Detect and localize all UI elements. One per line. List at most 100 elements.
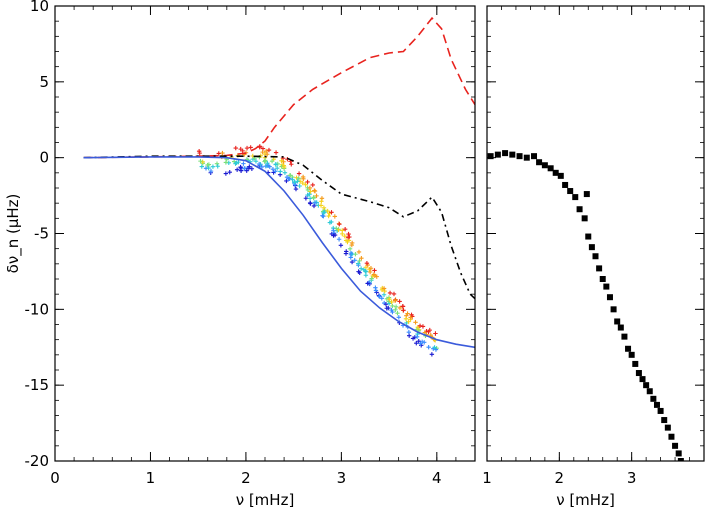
red-dashed-line: [83, 16, 475, 159]
y-tick-label: 0: [39, 149, 49, 167]
y-tick-label: -10: [25, 300, 50, 318]
band-point: [356, 249, 362, 255]
data-point: [635, 370, 642, 377]
band-point: [417, 323, 423, 328]
data-point: [585, 233, 592, 240]
band-point: [331, 233, 336, 238]
band-point: [381, 292, 387, 297]
data-point: [610, 306, 617, 313]
band-point: [416, 338, 421, 344]
band-point: [408, 315, 413, 320]
y-tick-label: -20: [25, 452, 50, 470]
band-point: [342, 227, 348, 232]
band-point: [296, 171, 302, 176]
band-point: [383, 302, 389, 307]
band-point: [433, 331, 438, 336]
right-plot-area: [487, 150, 684, 461]
band-point: [343, 251, 349, 256]
band-point: [223, 171, 229, 176]
band-point: [336, 237, 342, 242]
data-point: [650, 395, 657, 402]
data-point: [603, 283, 610, 290]
band-point: [264, 148, 269, 154]
band-point: [377, 294, 382, 299]
data-point: [523, 154, 530, 161]
band-point: [260, 149, 265, 155]
band-point: [266, 147, 272, 153]
band-point: [422, 340, 427, 345]
data-point: [643, 382, 650, 389]
band-point: [233, 145, 238, 151]
x-tick-label: 1: [146, 469, 156, 487]
data-point: [516, 153, 523, 160]
x-tick-label: 2: [555, 469, 565, 487]
band-point: [281, 164, 287, 170]
band-point: [287, 176, 292, 182]
band-point: [420, 324, 426, 329]
band-point: [414, 341, 419, 346]
band-point: [215, 164, 220, 169]
band-point: [248, 145, 253, 150]
data-point: [547, 165, 554, 172]
x-tick-label: 3: [337, 469, 347, 487]
band-point: [386, 305, 391, 311]
band-point: [278, 169, 283, 174]
band-point: [363, 265, 369, 270]
band-point: [269, 158, 275, 164]
data-point: [628, 351, 635, 358]
band-point: [246, 165, 252, 171]
band-point: [284, 178, 289, 184]
band-point: [363, 273, 369, 278]
band-point: [409, 312, 414, 318]
data-point: [552, 169, 559, 176]
band-point: [403, 316, 409, 322]
band-point: [373, 288, 379, 293]
band-point: [406, 319, 411, 324]
band-point: [355, 261, 361, 266]
band-point: [413, 320, 418, 325]
data-point: [672, 442, 679, 449]
data-point: [677, 458, 684, 461]
x-tick-label: 4: [432, 469, 442, 487]
data-point: [657, 407, 664, 414]
band-point: [363, 268, 368, 274]
y-axis-title: δν_n (μHz): [4, 194, 23, 274]
data-point: [592, 253, 599, 260]
band-point: [297, 183, 302, 189]
data-point: [557, 172, 564, 179]
x-tick-label: 2: [241, 469, 251, 487]
band-point: [223, 160, 229, 165]
data-point: [625, 345, 632, 352]
band-point: [308, 189, 313, 194]
band-point: [395, 310, 400, 316]
data-point: [536, 159, 543, 166]
band-point: [244, 168, 249, 173]
data-point: [572, 194, 579, 201]
band-point: [310, 182, 315, 188]
band-point: [367, 269, 373, 275]
band-point: [372, 268, 377, 273]
black-dashdot-line: [83, 155, 475, 300]
data-point: [596, 265, 603, 272]
data-point: [581, 215, 588, 222]
right-frame: [486, 5, 705, 462]
band-point: [274, 165, 280, 171]
data-point: [621, 333, 628, 340]
left-plot-area: [83, 16, 475, 357]
data-point: [614, 318, 621, 325]
band-point: [308, 201, 313, 206]
band-point: [303, 182, 308, 187]
band-point: [234, 160, 239, 166]
band-point: [256, 161, 262, 167]
band-point: [371, 272, 377, 277]
band-point: [347, 246, 353, 251]
band-point: [327, 220, 333, 225]
data-point: [632, 360, 639, 367]
data-point: [494, 151, 501, 158]
band-point: [273, 161, 279, 167]
data-point: [664, 424, 671, 431]
left-panel: 0 1 2 3 4 10 5 0 -5 -10 -15 -20 ν [mHz] δν_n (μHz): [4, 0, 476, 509]
band-point: [352, 258, 357, 263]
band-point: [391, 291, 397, 297]
